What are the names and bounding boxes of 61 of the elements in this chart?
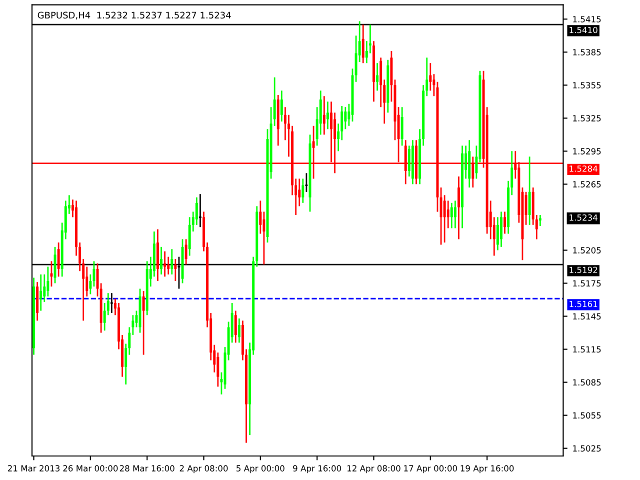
candlestick bbox=[280, 90, 283, 122]
candlestick bbox=[500, 210, 502, 248]
candlestick bbox=[142, 290, 145, 356]
candlestick bbox=[164, 250, 166, 278]
x-tick-label: 17 Apr 00:00 bbox=[404, 465, 458, 474]
candlestick bbox=[40, 274, 42, 312]
y-tick-label: 1.5115 bbox=[573, 346, 601, 353]
candlestick bbox=[304, 172, 308, 193]
y-tick-label: 1.5025 bbox=[573, 445, 601, 452]
candlestick bbox=[446, 200, 450, 229]
x-tick-label: 12 Apr 08:00 bbox=[347, 465, 400, 474]
ref-line-label: 1.5161 bbox=[570, 300, 598, 308]
candlestick bbox=[238, 318, 240, 344]
candlestick bbox=[160, 246, 162, 276]
candlestick bbox=[234, 310, 237, 344]
candlestick bbox=[440, 186, 442, 246]
x-tick-label: 19 Apr 16:00 bbox=[460, 465, 514, 474]
y-tick-label: 1.5085 bbox=[573, 379, 601, 386]
y-tick-label: 1.5355 bbox=[573, 82, 601, 88]
y-tick-label: 1.5055 bbox=[573, 412, 601, 419]
candlestick bbox=[450, 202, 453, 229]
candlestick bbox=[302, 178, 304, 204]
candlestick bbox=[408, 144, 410, 178]
candlestick bbox=[344, 106, 347, 130]
x-tick-label: 21 Mar 2013 bbox=[8, 465, 60, 472]
y-tick-label: 1.5385 bbox=[573, 49, 601, 56]
y-tick-label: 1.5415 bbox=[573, 16, 601, 22]
candlestick bbox=[504, 210, 506, 234]
candlestick bbox=[57, 242, 60, 278]
text: 1.5234 bbox=[570, 214, 598, 221]
y-tick-label: 1.5265 bbox=[573, 181, 601, 188]
x-tick-label: 26 Mar 00:00 bbox=[63, 465, 118, 472]
candlestick bbox=[400, 106, 404, 146]
x-tick-label: 2 Apr 08:00 bbox=[180, 465, 228, 474]
ref-line-label: 1.5192 bbox=[570, 266, 598, 274]
y-tick-label: 1.5175 bbox=[573, 280, 601, 287]
candlestick bbox=[538, 214, 542, 227]
candlestick bbox=[362, 24, 364, 64]
ref-line-label: 1.5410 bbox=[570, 26, 598, 34]
candlestick bbox=[54, 246, 56, 284]
x-tick-label: 28 Mar 16:00 bbox=[120, 465, 174, 472]
candlestick bbox=[259, 200, 262, 234]
candlestick bbox=[457, 176, 460, 240]
candlestick bbox=[174, 258, 177, 282]
candlestick bbox=[50, 260, 53, 288]
candlestick bbox=[454, 200, 456, 229]
x-tick-label: 5 Apr 00:00 bbox=[236, 465, 284, 474]
y-tick-label: 1.5325 bbox=[573, 115, 601, 122]
candlestick bbox=[528, 156, 531, 226]
candlestick bbox=[184, 238, 188, 266]
ref-line-label: 1.5284 bbox=[570, 166, 598, 172]
candlestick bbox=[326, 100, 329, 130]
x-tick-label: 9 Apr 16:00 bbox=[293, 465, 342, 474]
candlestick bbox=[322, 95, 326, 136]
candlestick bbox=[376, 62, 379, 92]
candlestick bbox=[170, 248, 174, 276]
text: GBPUSD,H4 1.5232 1.5237 1.5227 1.5234 bbox=[38, 12, 231, 20]
y-tick-label: 1.5205 bbox=[573, 247, 601, 254]
y-tick-label: 1.5295 bbox=[573, 148, 601, 154]
candlestick bbox=[443, 194, 446, 244]
y-tick-label: 1.5145 bbox=[573, 313, 601, 320]
